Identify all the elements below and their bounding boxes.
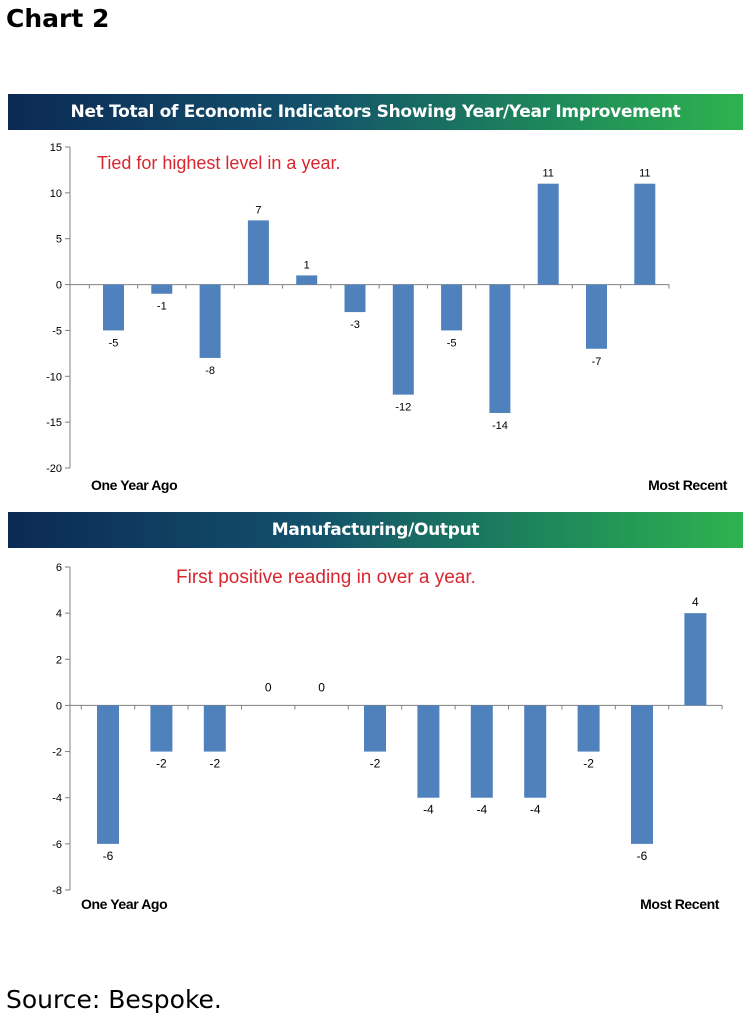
- data-label: -6: [637, 849, 648, 863]
- bar: [684, 613, 707, 706]
- bar: [151, 284, 173, 294]
- y-tick-label: -4: [52, 793, 62, 805]
- chart-annotation: First positive reading in over a year.: [176, 567, 476, 588]
- y-tick-label: -5: [52, 325, 62, 337]
- bar: [203, 705, 226, 752]
- bar: [631, 705, 653, 844]
- data-label: -2: [583, 757, 594, 771]
- data-label: -4: [530, 803, 541, 817]
- source-note: Source: Bespoke.: [6, 985, 222, 1014]
- data-label: -1: [157, 301, 167, 313]
- y-tick-label: -2: [52, 747, 62, 759]
- x-start-label: One Year Ago: [81, 896, 167, 912]
- data-label: -6: [103, 849, 114, 863]
- y-tick-label: 10: [50, 188, 62, 200]
- bar: [97, 705, 119, 844]
- y-tick-label: 0: [56, 700, 62, 712]
- data-label: -14: [492, 420, 508, 432]
- y-tick-label: 6: [56, 562, 62, 574]
- bar: [247, 220, 269, 285]
- bar: [150, 705, 173, 752]
- bar: [344, 284, 366, 313]
- bar: [103, 284, 124, 331]
- data-label: -3: [350, 319, 360, 331]
- y-tick-label: 4: [56, 608, 62, 620]
- y-tick-label: 0: [56, 280, 62, 292]
- y-tick-label: 15: [50, 142, 62, 154]
- data-label: -2: [209, 757, 220, 771]
- data-label: 0: [265, 680, 272, 694]
- page-title: Chart 2: [6, 4, 110, 33]
- data-label: -5: [447, 337, 457, 349]
- data-label: -12: [395, 402, 411, 414]
- data-label: -4: [423, 803, 434, 817]
- chart-1-plot: 15 10 5 0 -5 -10 -15 -20 -5 -1 -8 7 1 -3 -12 -5 -14 11 -7 1…: [46, 142, 728, 493]
- x-end-label: Most Recent: [640, 896, 720, 912]
- data-label: -2: [370, 757, 381, 771]
- data-label: 0: [318, 680, 325, 694]
- bar: [296, 275, 318, 285]
- bar: [392, 284, 414, 395]
- bar: [441, 284, 463, 331]
- y-tick-label: -20: [46, 463, 62, 475]
- bar: [586, 284, 607, 349]
- bar: [489, 284, 511, 413]
- data-label: 4: [692, 595, 699, 609]
- bar: [524, 705, 547, 798]
- chart-1-title-banner: Net Total of Economic Indicators Showing…: [8, 94, 743, 130]
- bar: [364, 705, 386, 752]
- x-start-label: One Year Ago: [91, 477, 177, 493]
- data-label: 7: [255, 204, 261, 216]
- y-tick-label: -10: [46, 371, 62, 383]
- y-tick-label: -6: [52, 839, 62, 851]
- data-label: 11: [542, 168, 553, 180]
- bar: [537, 183, 559, 285]
- y-tick-label: 2: [56, 654, 62, 666]
- y-tick-label: 5: [56, 234, 62, 246]
- data-label: -5: [109, 337, 119, 349]
- data-label: 11: [639, 168, 650, 180]
- data-label: -7: [592, 356, 602, 368]
- bar: [199, 284, 221, 358]
- y-tick-label: -8: [52, 885, 62, 897]
- bar: [634, 183, 656, 285]
- bar: [470, 705, 493, 798]
- chart-annotation: Tied for highest level in a year.: [97, 153, 340, 173]
- bar: [577, 705, 600, 752]
- chart-2-title-banner: Manufacturing/Output: [8, 512, 743, 548]
- data-label: 1: [304, 259, 310, 271]
- data-label: -4: [476, 803, 487, 817]
- bar: [417, 705, 440, 798]
- data-label: -8: [205, 365, 215, 377]
- y-tick-label: -15: [46, 417, 62, 429]
- data-label: -2: [156, 757, 167, 771]
- chart-2-plot: 6 4 2 0 -2 -4 -6 -8 -6 -2 -2 0 0 -2 -4 -4 -4 -2 -6 4 First p…: [52, 562, 723, 912]
- x-end-label: Most Recent: [648, 477, 728, 493]
